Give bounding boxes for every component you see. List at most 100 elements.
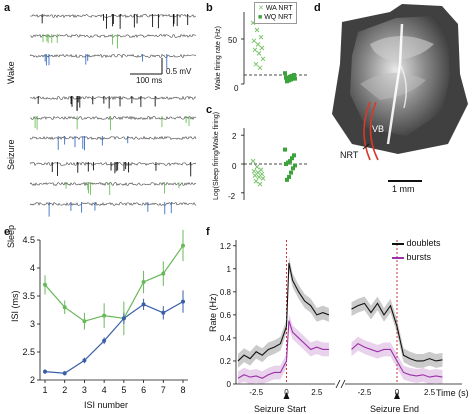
legend-item-doublets: doublets: [392, 236, 441, 250]
panel-e-chart: 22.533.544.51 2 3 4 5 6 7 8: [22, 229, 188, 395]
cross-marker-icon: ✕: [258, 5, 264, 12]
y-tick-label: 3.5: [22, 291, 35, 301]
data-point-wa: [256, 51, 262, 56]
data-point: [43, 282, 47, 287]
x-tick-label: -2.5: [249, 388, 263, 397]
y-tick-label: 3: [30, 319, 35, 329]
panel-c-ytick-neg2: -2: [228, 192, 236, 201]
data-point-wa: [259, 45, 265, 51]
data-point-wa: [258, 34, 264, 40]
trace-baseline: [29, 181, 197, 187]
legend-item-wq: ■ WQ NRT: [258, 14, 293, 21]
data-point: [141, 280, 146, 284]
trace-baseline: [29, 115, 197, 121]
scale-bar-ms-label: 100 ms: [136, 76, 163, 85]
x-tick-label: 4: [102, 385, 107, 395]
panel-c-ytick-0: 0: [232, 162, 237, 171]
x-tick-label: 2.5: [311, 388, 323, 397]
data-point: [62, 371, 67, 376]
line-swatch-doublets: [392, 242, 404, 245]
legend-item-wa: ✕ WA NRT: [258, 5, 293, 12]
square-marker-icon: ■: [258, 14, 263, 21]
panel-e-xlabel: ISI number: [84, 400, 129, 410]
panel-b-chart: [241, 12, 308, 85]
annotation-seizure-end: Seizure End: [370, 404, 420, 414]
y-tick-label: 4.5: [22, 235, 35, 245]
series-line-bursts: [351, 343, 443, 378]
panel-f-xlabel: Time (s): [436, 388, 469, 398]
series-line-bursts: [237, 320, 329, 379]
data-point-wq: [291, 166, 295, 171]
data-point: [43, 369, 47, 374]
x-tick-label: 8: [180, 385, 185, 395]
data-point: [141, 302, 146, 307]
x-tick-label: 2.5: [424, 388, 436, 397]
trace-baseline: [29, 201, 197, 207]
data-point-wa: [254, 164, 260, 170]
x-tick-label: 3: [82, 385, 87, 395]
data-point-wa: [253, 61, 259, 67]
data-point-wq: [290, 156, 294, 161]
y-tick-label: 0.4: [220, 334, 232, 343]
series-line: [44, 301, 184, 374]
y-tick-label: 0.2: [220, 357, 232, 366]
data-point-wa: [251, 38, 257, 44]
data-point-wa: [257, 181, 263, 187]
series-line: [44, 245, 184, 322]
panel-b-letter: b: [206, 2, 213, 14]
y-tick-label: 2.5: [22, 347, 35, 357]
x-tick-label: -2.5: [358, 388, 372, 397]
data-point: [161, 310, 166, 315]
data-point-wq: [287, 174, 291, 179]
y-tick-label: 1.2: [220, 242, 232, 251]
trace-baseline: [29, 95, 197, 101]
confidence-band: [351, 296, 443, 368]
scale-bar-mv-label: 0.5 mV: [166, 67, 192, 76]
y-tick-label: 1: [227, 265, 232, 274]
data-point: [82, 319, 87, 324]
panel-c-letter: c: [206, 104, 213, 116]
data-point: [102, 313, 107, 318]
panel-b-ytick-0: 0: [234, 84, 239, 93]
scale-bar: [388, 180, 422, 182]
data-point: [161, 271, 166, 276]
panel-b-ytick-50: 50: [228, 36, 237, 45]
series-line-doublets: [237, 262, 330, 362]
panel-d-letter: d: [314, 2, 321, 14]
scale-bar-label: 1 mm: [392, 184, 415, 194]
panel-a-letter: a: [4, 2, 11, 14]
x-tick-label: 0: [284, 388, 289, 397]
data-point-wq: [292, 153, 296, 158]
data-point-wa: [257, 65, 263, 71]
data-point-wa: [260, 56, 266, 62]
x-tick-label: 2: [62, 385, 67, 395]
trace-baseline: [29, 53, 197, 59]
arrow-up-icon: [283, 392, 290, 399]
x-tick-label: 0: [395, 388, 400, 397]
annotation-seizure-start: Seizure Start: [254, 404, 307, 414]
data-point-wa: [252, 173, 258, 178]
axis-break-icon: [335, 379, 346, 389]
data-point-wa: [260, 176, 266, 181]
arrow-up-icon: [394, 392, 400, 399]
y-tick-label: 2: [30, 375, 35, 385]
panel-c-chart: [241, 128, 308, 200]
trace-panel: [29, 13, 197, 217]
x-tick-label: 7: [161, 385, 166, 395]
data-point-wq: [285, 177, 289, 182]
legend-item-bursts: bursts: [392, 250, 441, 264]
panel-c-ytick-2: 2: [232, 132, 237, 141]
data-point-wa: [250, 158, 256, 164]
y-tick-label: 0.8: [220, 288, 232, 297]
data-point-wq: [283, 71, 287, 76]
trace-baseline: [29, 135, 197, 141]
x-tick-label: 1: [42, 385, 47, 395]
y-tick-label: 0: [227, 380, 232, 389]
data-point-wa: [255, 42, 261, 47]
data-point-wq: [284, 162, 288, 166]
data-point: [181, 299, 185, 304]
vb-label: VB: [372, 124, 385, 134]
y-tick-label: 4: [30, 263, 35, 273]
panel-f-legend: doublets bursts: [392, 236, 441, 264]
